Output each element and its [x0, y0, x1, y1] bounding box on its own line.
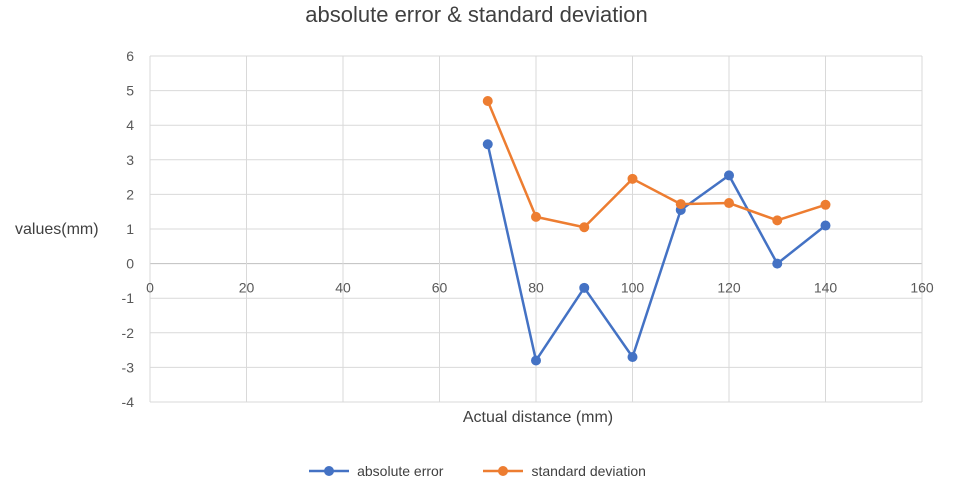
y-tick-label: 2 — [126, 186, 134, 202]
x-tick-label: 40 — [335, 280, 351, 296]
data-point-0-5 — [724, 170, 734, 181]
chart-title: absolute error & standard deviation — [305, 2, 648, 27]
data-point-0-2 — [579, 282, 590, 293]
y-tick-label: 0 — [126, 256, 134, 272]
data-point-1-0 — [482, 95, 493, 106]
x-axis-title: Actual distance (mm) — [462, 409, 614, 426]
x-tick-label: 20 — [239, 280, 255, 296]
x-tick-label: 0 — [146, 280, 154, 296]
y-tick-label: 4 — [126, 117, 134, 133]
y-tick-label: 6 — [126, 48, 134, 64]
x-tick-label: 80 — [528, 280, 544, 296]
data-point-1-4 — [675, 199, 686, 210]
x-tick-label: 60 — [432, 280, 448, 296]
y-tick-label: -3 — [122, 359, 135, 375]
data-point-1-2 — [579, 222, 590, 233]
data-point-0-3 — [627, 352, 638, 363]
legend-item-absolute-error[interactable]: absolute error — [307, 461, 443, 481]
data-point-1-1 — [531, 211, 541, 222]
y-tick-label: 3 — [126, 152, 134, 168]
y-axis-title: values(mm) — [15, 221, 99, 238]
legend-label-absolute-error: absolute error — [357, 463, 444, 479]
grid-layer — [149, 55, 923, 403]
legend: absolute error standard deviation — [0, 461, 953, 481]
data-point-1-6 — [772, 215, 783, 226]
data-point-0-6 — [772, 258, 783, 269]
legend-swatch-absolute-error — [309, 466, 350, 476]
y-tick-label: 1 — [126, 221, 134, 237]
x-tick-label: 100 — [621, 280, 645, 296]
legend-swatch-standard-deviation — [483, 466, 524, 476]
data-point-1-3 — [627, 173, 638, 184]
tick-layer: 6 5 4 3 2 1 0 -1 -2 -3 -4 0 20 40 60 80 100 120 140 160 — [122, 48, 934, 410]
y-tick-label: 5 — [126, 83, 134, 99]
x-tick-label: 120 — [717, 280, 741, 296]
legend-label-standard-deviation: standard deviation — [531, 463, 646, 479]
data-point-0-7 — [820, 220, 831, 231]
data-point-1-5 — [724, 198, 734, 209]
y-tick-label: -2 — [122, 325, 135, 341]
x-tick-label: 140 — [814, 280, 838, 296]
series-line-1 — [486, 100, 826, 229]
y-tick-label: -4 — [122, 394, 135, 410]
data-point-0-1 — [531, 355, 541, 366]
y-tick-label: -1 — [122, 290, 135, 306]
series-layer — [482, 95, 831, 366]
data-point-1-7 — [820, 199, 831, 210]
legend-item-standard-deviation[interactable]: standard deviation — [481, 461, 646, 481]
series-line-0 — [486, 143, 827, 362]
data-point-0-0 — [482, 139, 493, 150]
x-tick-label: 160 — [910, 280, 934, 296]
